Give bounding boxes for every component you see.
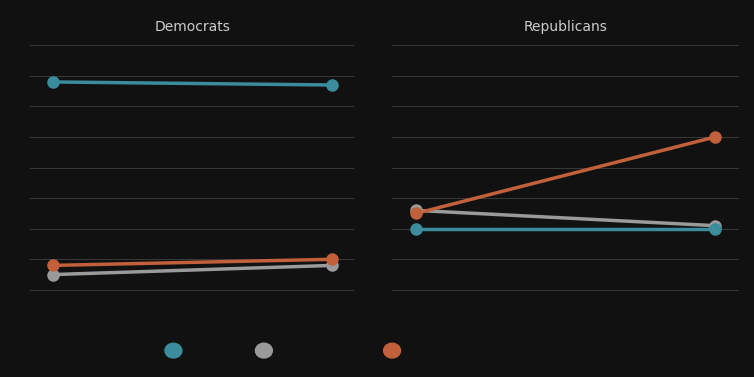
Text: Republicans: Republicans — [523, 20, 608, 34]
Text: Democrats: Democrats — [155, 20, 230, 34]
